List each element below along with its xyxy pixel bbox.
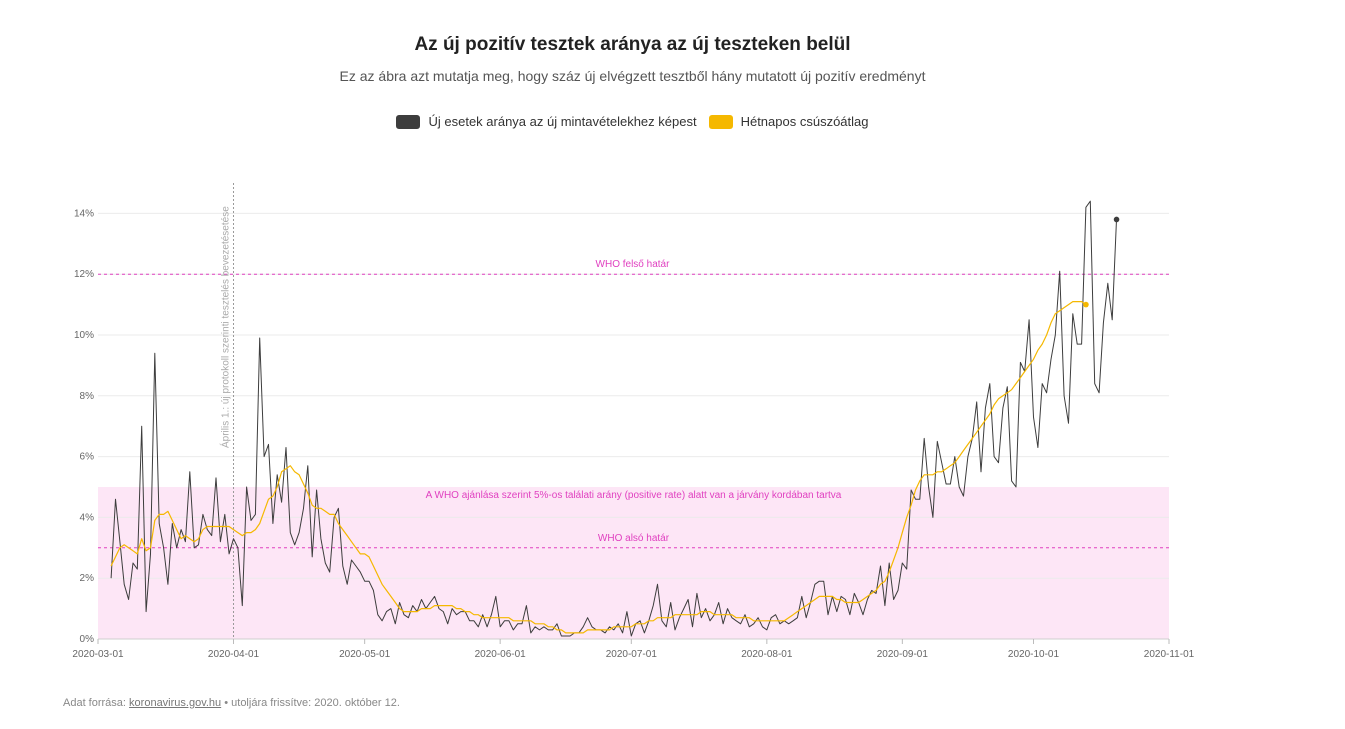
x-tick-label: 2020-03-01 [72,649,124,660]
who-band [98,487,1169,639]
y-tick-label: 0% [80,634,95,645]
x-tick-label: 2020-04-01 [208,649,260,660]
x-tick-label: 2020-08-01 [741,649,793,660]
y-tick-label: 10% [74,330,94,341]
who-upper-label: WHO felső határ [596,259,671,270]
x-tick-label: 2020-05-01 [339,649,391,660]
x-tick-label: 2020-10-01 [1008,649,1060,660]
x-tick-label: 2020-07-01 [606,649,658,660]
legend-item-daily[interactable]: Új esetek aránya az új mintavételekhez k… [396,114,697,129]
y-tick-label: 4% [80,512,95,523]
legend-swatch-daily [396,114,421,129]
y-tick-label: 6% [80,452,95,463]
y-tick-label: 8% [80,391,95,402]
footer: Adat forrása: koronavirus.gov.hu • utolj… [63,697,400,709]
y-tick-label: 12% [74,269,94,280]
protocol-label: Április 1.: új protokoll szerinti teszte… [219,206,232,448]
x-tick-label: 2020-09-01 [877,649,929,660]
legend-label-daily: Új esetek aránya az új mintavételekhez k… [428,114,697,129]
legend-item-avg[interactable]: Hétnapos csúszóátlag [708,114,869,129]
y-tick-label: 2% [80,573,95,584]
source-link[interactable]: koronavirus.gov.hu [129,697,222,709]
source-label: Adat forrása: [63,697,126,709]
who-band-label: A WHO ajánlása szerint 5%-os találati ar… [426,490,842,501]
series-daily-last-point [1113,216,1120,223]
chart-subtitle: Ez az ábra azt mutatja meg, hogy száz új… [339,68,926,84]
series-avg-last-point [1083,301,1089,308]
who-lower-label: WHO alsó határ [598,533,670,544]
x-tick-label: 2020-11-01 [1144,649,1195,660]
chart-title: Az új pozitív tesztek aránya az új teszt… [414,34,851,55]
x-tick-label: 2020-06-01 [475,649,527,660]
legend-label-avg: Hétnapos csúszóátlag [740,114,869,129]
legend-swatch-avg [708,114,733,129]
series-avg-line [110,301,1087,634]
updated-text: • utoljára frissítve: 2020. október 12. [224,697,400,709]
legend: Új esetek aránya az új mintavételekhez k… [0,114,1265,129]
y-tick-label: 14% [74,208,94,219]
